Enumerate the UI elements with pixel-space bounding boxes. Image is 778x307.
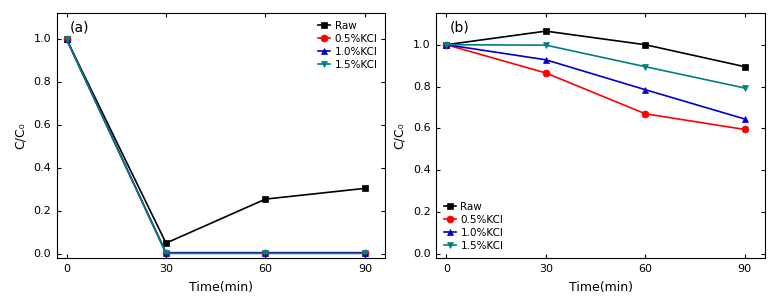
1.0%KCl: [161, 251, 170, 255]
Y-axis label: C/C₀: C/C₀: [13, 122, 26, 149]
1.0%KCl: [740, 117, 749, 121]
1.5%KCl: [740, 86, 749, 90]
1.5%KCl: [541, 43, 551, 47]
Line: 1.0%KCl: 1.0%KCl: [443, 41, 748, 122]
1.0%KCl: [261, 251, 270, 255]
1.5%KCl: [62, 37, 72, 41]
1.5%KCl: [161, 252, 170, 255]
Raw: [62, 37, 72, 41]
Raw: [261, 197, 270, 201]
1.5%KCl: [442, 43, 451, 47]
1.0%KCl: [640, 88, 650, 91]
1.0%KCl: [541, 58, 551, 62]
0.5%KCl: [360, 251, 370, 255]
Line: 0.5%KCl: 0.5%KCl: [63, 36, 369, 256]
0.5%KCl: [541, 71, 551, 75]
1.5%KCl: [261, 252, 270, 255]
Line: 1.0%KCl: 1.0%KCl: [63, 36, 369, 256]
Legend: Raw, 0.5%KCl, 1.0%KCl, 1.5%KCl: Raw, 0.5%KCl, 1.0%KCl, 1.5%KCl: [442, 200, 506, 253]
0.5%KCl: [442, 43, 451, 47]
0.5%KCl: [161, 251, 170, 255]
0.5%KCl: [62, 37, 72, 41]
Raw: [360, 187, 370, 190]
1.0%KCl: [62, 37, 72, 41]
1.0%KCl: [360, 251, 370, 255]
Raw: [640, 43, 650, 47]
Text: (b): (b): [450, 21, 469, 35]
X-axis label: Time(min): Time(min): [569, 281, 633, 294]
Line: 1.5%KCl: 1.5%KCl: [63, 36, 369, 257]
0.5%KCl: [740, 128, 749, 131]
1.0%KCl: [442, 43, 451, 47]
Line: Raw: Raw: [63, 36, 369, 247]
1.5%KCl: [640, 65, 650, 68]
Line: Raw: Raw: [443, 28, 748, 70]
Line: 1.5%KCl: 1.5%KCl: [443, 41, 748, 91]
Text: (a): (a): [70, 21, 89, 35]
Raw: [161, 241, 170, 245]
Y-axis label: C/C₀: C/C₀: [393, 122, 406, 149]
1.5%KCl: [360, 252, 370, 255]
0.5%KCl: [640, 112, 650, 116]
Raw: [541, 29, 551, 33]
X-axis label: Time(min): Time(min): [189, 281, 253, 294]
Line: 0.5%KCl: 0.5%KCl: [443, 41, 748, 133]
Raw: [740, 65, 749, 68]
0.5%KCl: [261, 251, 270, 255]
Legend: Raw, 0.5%KCl, 1.0%KCl, 1.5%KCl: Raw, 0.5%KCl, 1.0%KCl, 1.5%KCl: [316, 18, 380, 72]
Raw: [442, 43, 451, 47]
